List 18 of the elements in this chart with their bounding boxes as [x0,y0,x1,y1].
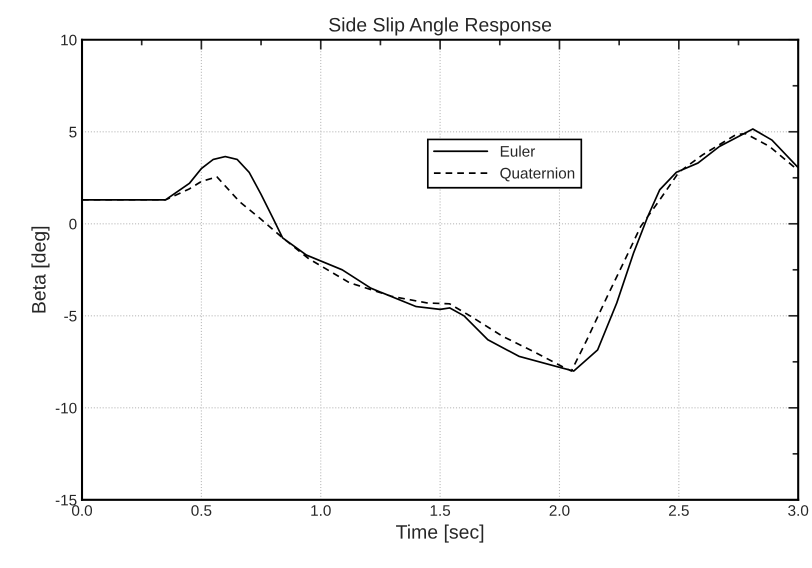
x-tick-label: 1.5 [430,505,450,516]
y-tick-label: 5 [69,126,77,138]
chart-title: Side Slip Angle Response [329,17,552,36]
y-tick-label: -15 [56,494,77,506]
y-tick-label: 10 [61,34,77,46]
x-tick-label: 1.0 [311,505,331,516]
x-tick-label: 2.5 [668,505,689,516]
y-tick-label: -10 [56,402,77,414]
x-tick-label: 0.0 [72,505,92,516]
y-tick-label: 0 [69,218,77,230]
y-axis-title: Beta [deg] [31,226,50,313]
x-tick-label: 2.0 [550,505,570,516]
y-tick-label: -5 [64,310,77,322]
x-axis-title: Time [sec] [396,524,484,543]
x-tick-label: 0.5 [191,505,212,516]
legend-label: Quaternion [500,167,574,182]
legend-label: Euler [500,146,536,157]
x-tick-label: 3.0 [788,505,808,516]
